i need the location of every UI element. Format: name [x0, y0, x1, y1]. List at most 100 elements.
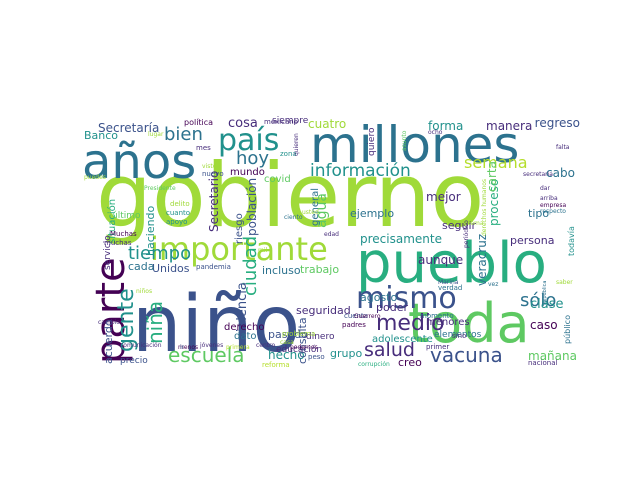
word-87: Muchas — [110, 230, 137, 238]
word-103: corrupción — [358, 361, 390, 368]
word-120: arriba — [540, 195, 558, 202]
word-68: general — [310, 188, 321, 226]
word-137: tema — [468, 220, 484, 227]
word-7: país — [218, 123, 279, 158]
word-69: siempre — [272, 116, 309, 126]
word-22: ciudad — [240, 236, 261, 296]
word-37: proceso — [487, 179, 501, 226]
word-49: acuerdo — [102, 319, 115, 364]
word-28: manera — [486, 119, 532, 133]
word-98: sino — [452, 332, 466, 340]
word-93: Guerrero — [354, 313, 381, 320]
word-54: seguridad — [296, 304, 351, 317]
word-112: edad — [324, 231, 339, 238]
word-48: violencia — [235, 282, 250, 340]
word-1: gobierno — [96, 144, 484, 247]
word-96: Marina — [438, 279, 459, 286]
word-12: escuela — [168, 343, 245, 367]
word-10: mismo — [356, 281, 457, 316]
word-99: público — [563, 315, 572, 344]
word-78: política — [184, 118, 213, 127]
word-71: consulta — [296, 317, 309, 364]
word-26: cuatro — [308, 117, 346, 131]
word-83: último — [112, 211, 141, 221]
word-107: jóvenes — [199, 342, 223, 349]
word-106: comunicación — [120, 342, 162, 349]
word-47: pasado — [268, 328, 308, 341]
word-61: carta — [485, 161, 499, 192]
word-105: precio — [120, 356, 148, 366]
word-97: primer — [426, 343, 449, 351]
word-41: clase — [530, 297, 564, 312]
word-131: lugar — [148, 131, 164, 138]
word-136: casa — [280, 339, 294, 346]
word-51: servicio — [103, 235, 113, 270]
word-25: cosa — [228, 116, 258, 131]
word-86: delito — [170, 200, 190, 208]
word-65: haciendo — [144, 205, 157, 256]
word-123: dar — [540, 185, 550, 192]
word-36: seguir — [442, 219, 477, 232]
word-38: cabo — [546, 166, 575, 180]
word-60: veracruz — [475, 234, 489, 286]
word-135: mil — [258, 247, 268, 254]
word-94: verdad — [438, 284, 462, 292]
word-39: tipo — [528, 207, 549, 220]
word-58: poder — [376, 301, 408, 314]
word-95: momento — [420, 312, 454, 320]
word-21: niña — [143, 301, 167, 344]
word-9: parte — [88, 257, 134, 364]
word-119: falta — [556, 144, 570, 151]
word-8: importante — [150, 230, 328, 268]
word-132: usted — [302, 209, 319, 216]
word-72: derecho — [224, 322, 265, 333]
word-6: toda — [408, 292, 530, 355]
word-62: Secretario — [207, 171, 221, 232]
word-45: grupo — [330, 347, 362, 360]
word-40: persona — [510, 234, 554, 247]
word-63: población — [245, 178, 259, 236]
word-138: saber — [556, 279, 573, 286]
word-20: gente — [114, 288, 139, 352]
word-122: respecto — [540, 208, 566, 215]
word-128: quieren — [293, 133, 300, 156]
word-24: agua — [314, 193, 330, 228]
word-14: salud — [364, 339, 415, 361]
word-75: menores — [426, 317, 470, 328]
word-44: creo — [398, 356, 422, 369]
word-66: mundo — [230, 167, 265, 178]
word-3: millones — [310, 116, 519, 174]
word-42: caso — [530, 318, 558, 332]
word-114: Presidente — [144, 185, 176, 192]
word-118: periódico — [463, 220, 470, 248]
word-52: Unidos — [152, 262, 190, 275]
word-126: ocho — [428, 129, 443, 136]
word-88: muchas — [104, 239, 132, 247]
word-35: ejemplo — [350, 207, 394, 220]
word-67: covid — [264, 174, 291, 185]
word-109: menos — [178, 344, 198, 351]
word-133: ciento — [284, 214, 303, 221]
word-53: cada — [128, 260, 155, 273]
word-23: sólo — [520, 290, 556, 311]
word-74: dinero — [306, 332, 335, 342]
word-134: visto — [202, 163, 217, 170]
word-127: asunto — [401, 130, 408, 151]
word-115: cambio — [98, 319, 120, 326]
word-31: Banco — [84, 129, 118, 142]
word-43: mañana — [528, 349, 577, 363]
word-76: elementos — [434, 330, 482, 340]
word-2: niño — [132, 280, 300, 370]
word-55: trabajo — [300, 263, 339, 276]
word-79: nuevo — [202, 170, 224, 178]
word-5: años — [82, 134, 196, 190]
word-73: dato — [234, 331, 257, 342]
word-56: incluso — [262, 264, 301, 277]
word-113: puedes — [84, 174, 106, 181]
word-101: todavía — [567, 226, 576, 256]
word-19: semana — [464, 153, 528, 172]
word-18: bien — [164, 124, 203, 145]
word-4: pueblo — [356, 231, 547, 296]
word-30: Secretaría — [98, 121, 159, 135]
